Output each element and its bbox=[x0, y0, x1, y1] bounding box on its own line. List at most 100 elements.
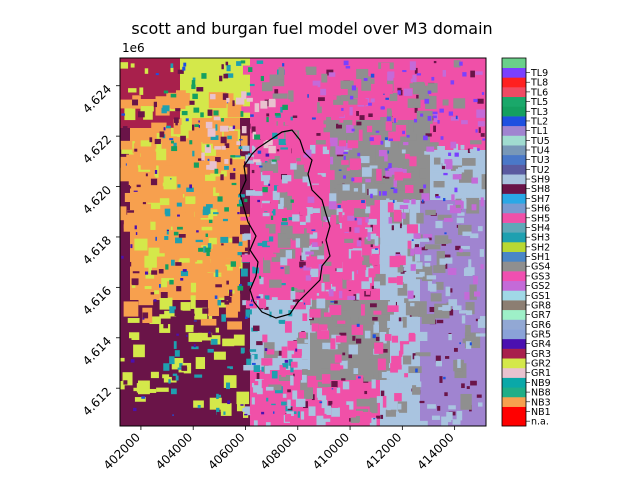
fuel-patch bbox=[190, 263, 208, 274]
fuel-patch bbox=[269, 74, 285, 87]
fuel-patch bbox=[333, 95, 344, 105]
fuel-patch bbox=[361, 76, 372, 91]
fuel-patch bbox=[293, 411, 297, 415]
fuel-patch bbox=[301, 252, 310, 261]
fuel-patch bbox=[287, 340, 298, 351]
fuel-patch bbox=[433, 125, 437, 132]
fuel-patch bbox=[323, 418, 331, 422]
fuel-patch bbox=[390, 273, 399, 281]
fuel-patch bbox=[378, 191, 382, 196]
fuel-patch bbox=[224, 301, 230, 305]
fuel-patch bbox=[236, 141, 241, 146]
fuel-patch bbox=[353, 177, 362, 183]
fuel-patch bbox=[445, 160, 453, 170]
fuel-patch bbox=[447, 267, 457, 276]
fuel-patch bbox=[172, 414, 174, 416]
fuel-patch bbox=[405, 301, 420, 316]
fuel-patch bbox=[170, 259, 175, 266]
fuel-patch bbox=[156, 387, 169, 392]
fuel-patch bbox=[347, 295, 356, 300]
fuel-patch bbox=[272, 132, 278, 139]
fuel-patch bbox=[296, 197, 303, 205]
fuel-patch bbox=[128, 88, 137, 93]
fuel-patch bbox=[407, 339, 417, 346]
fuel-patch bbox=[378, 80, 384, 91]
fuel-patch bbox=[195, 239, 203, 243]
fuel-patch bbox=[124, 107, 136, 121]
fuel-patch bbox=[348, 98, 359, 105]
fuel-patch bbox=[228, 297, 232, 303]
fuel-patch bbox=[364, 390, 368, 395]
fuel-patch bbox=[222, 93, 229, 100]
fuel-patch bbox=[130, 244, 133, 249]
fuel-patch bbox=[377, 255, 387, 265]
fuel-patch bbox=[225, 61, 229, 66]
fuel-patch bbox=[165, 213, 171, 217]
fuel-patch bbox=[292, 299, 299, 302]
fuel-patch bbox=[266, 349, 275, 355]
fuel-patch bbox=[185, 324, 194, 333]
fuel-patch bbox=[336, 208, 345, 216]
fuel-patch bbox=[124, 284, 129, 290]
fuel-patch bbox=[167, 281, 183, 296]
fuel-patch bbox=[182, 92, 190, 106]
fuel-patch bbox=[235, 97, 245, 105]
fuel-patch bbox=[190, 313, 195, 316]
fuel-patch bbox=[346, 133, 363, 140]
fuel-patch bbox=[227, 400, 231, 405]
fuel-patch bbox=[265, 153, 270, 157]
fuel-patch bbox=[339, 365, 344, 370]
fuel-patch bbox=[262, 170, 273, 176]
fuel-patch bbox=[318, 97, 325, 102]
fuel-patch bbox=[433, 60, 437, 64]
fuel-patch bbox=[345, 66, 351, 69]
y-tick-label: 4.616 bbox=[80, 284, 114, 318]
fuel-patch bbox=[443, 172, 448, 176]
fuel-patch bbox=[163, 127, 166, 131]
fuel-patch bbox=[355, 264, 367, 271]
fuel-patch bbox=[174, 309, 181, 317]
fuel-patch bbox=[274, 113, 281, 116]
fuel-patch bbox=[395, 411, 400, 420]
fuel-patch bbox=[256, 385, 263, 395]
fuel-patch bbox=[306, 256, 317, 268]
fuel-patch bbox=[174, 189, 183, 200]
fuel-patch bbox=[238, 241, 243, 246]
colorbar-swatch bbox=[502, 154, 526, 165]
fuel-patch bbox=[338, 169, 342, 171]
fuel-patch bbox=[120, 140, 133, 150]
fuel-patch bbox=[286, 411, 294, 416]
fuel-patch bbox=[351, 250, 362, 260]
fuel-patch bbox=[356, 68, 369, 80]
map-fuel-patches bbox=[120, 58, 486, 426]
fuel-patch bbox=[455, 115, 458, 120]
fuel-patch bbox=[212, 244, 223, 256]
fuel-patch bbox=[356, 293, 360, 300]
fuel-patch bbox=[124, 192, 131, 202]
map-plot-area bbox=[119, 57, 487, 427]
fuel-patch bbox=[416, 73, 422, 76]
fuel-patch bbox=[268, 384, 282, 391]
fuel-patch bbox=[365, 290, 371, 295]
fuel-patch bbox=[263, 141, 269, 149]
fuel-patch bbox=[459, 248, 463, 253]
colorbar-label: GS4 bbox=[531, 262, 550, 273]
fuel-patch bbox=[325, 216, 335, 226]
fuel-patch bbox=[349, 106, 353, 116]
fuel-patch bbox=[150, 178, 158, 186]
fuel-patch bbox=[416, 212, 424, 224]
fuel-patch bbox=[140, 99, 160, 107]
fuel-patch bbox=[393, 188, 398, 194]
fuel-patch bbox=[302, 313, 308, 321]
fuel-patch bbox=[385, 409, 397, 417]
fuel-patch bbox=[345, 87, 358, 99]
fuel-patch bbox=[241, 254, 253, 263]
fuel-patch bbox=[266, 113, 270, 118]
fuel-patch bbox=[432, 190, 440, 194]
fuel-patch bbox=[260, 75, 265, 82]
fuel-patch bbox=[155, 253, 167, 257]
fuel-patch bbox=[258, 298, 267, 309]
fuel-patch bbox=[280, 283, 286, 286]
fuel-patch bbox=[129, 332, 140, 340]
fuel-patch bbox=[290, 199, 294, 203]
